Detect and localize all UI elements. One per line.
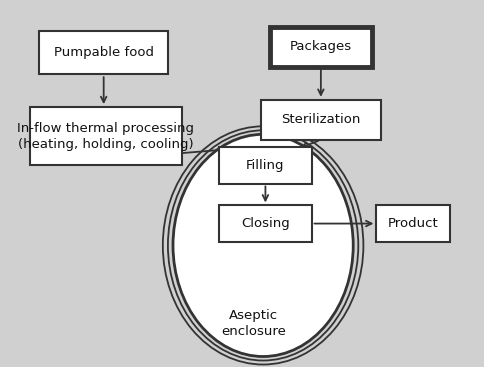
FancyBboxPatch shape: [219, 206, 312, 242]
FancyBboxPatch shape: [377, 206, 450, 242]
Text: Closing: Closing: [241, 217, 290, 230]
FancyBboxPatch shape: [261, 100, 381, 140]
Text: Pumpable food: Pumpable food: [54, 46, 154, 59]
Text: Packages: Packages: [290, 40, 352, 54]
Text: Sterilization: Sterilization: [281, 113, 361, 126]
FancyBboxPatch shape: [30, 107, 182, 165]
Ellipse shape: [173, 134, 353, 356]
Text: Aseptic
enclosure: Aseptic enclosure: [221, 309, 287, 338]
Text: Product: Product: [388, 217, 439, 230]
FancyBboxPatch shape: [39, 30, 168, 74]
FancyBboxPatch shape: [270, 27, 372, 67]
FancyBboxPatch shape: [219, 147, 312, 184]
Text: In-flow thermal processing
(heating, holding, cooling): In-flow thermal processing (heating, hol…: [17, 121, 195, 150]
Text: Filling: Filling: [246, 159, 285, 172]
